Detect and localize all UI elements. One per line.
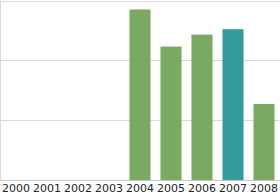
bar (253, 104, 274, 180)
bar (160, 47, 181, 180)
x-tick-label: 2000 (2, 182, 30, 195)
x-tick-label: 2001 (33, 182, 61, 195)
y-axis-line (0, 1, 1, 181)
baseline (1, 180, 280, 181)
x-tick-label: 2005 (157, 182, 185, 195)
bar (191, 35, 212, 180)
chart-container: 200020012002200320042005200620072008 (0, 0, 280, 195)
bar (222, 29, 243, 180)
bars (129, 9, 274, 180)
chart: 200020012002200320042005200620072008 (0, 0, 280, 195)
x-tick-label: 2008 (250, 182, 278, 195)
x-tick-label: 2002 (64, 182, 92, 195)
x-tick-label: 2003 (95, 182, 123, 195)
bar (129, 9, 150, 180)
x-tick-label: 2007 (219, 182, 247, 195)
x-tick-label: 2006 (188, 182, 216, 195)
x-tick-label: 2004 (126, 182, 154, 195)
grid-line (1, 1, 280, 2)
